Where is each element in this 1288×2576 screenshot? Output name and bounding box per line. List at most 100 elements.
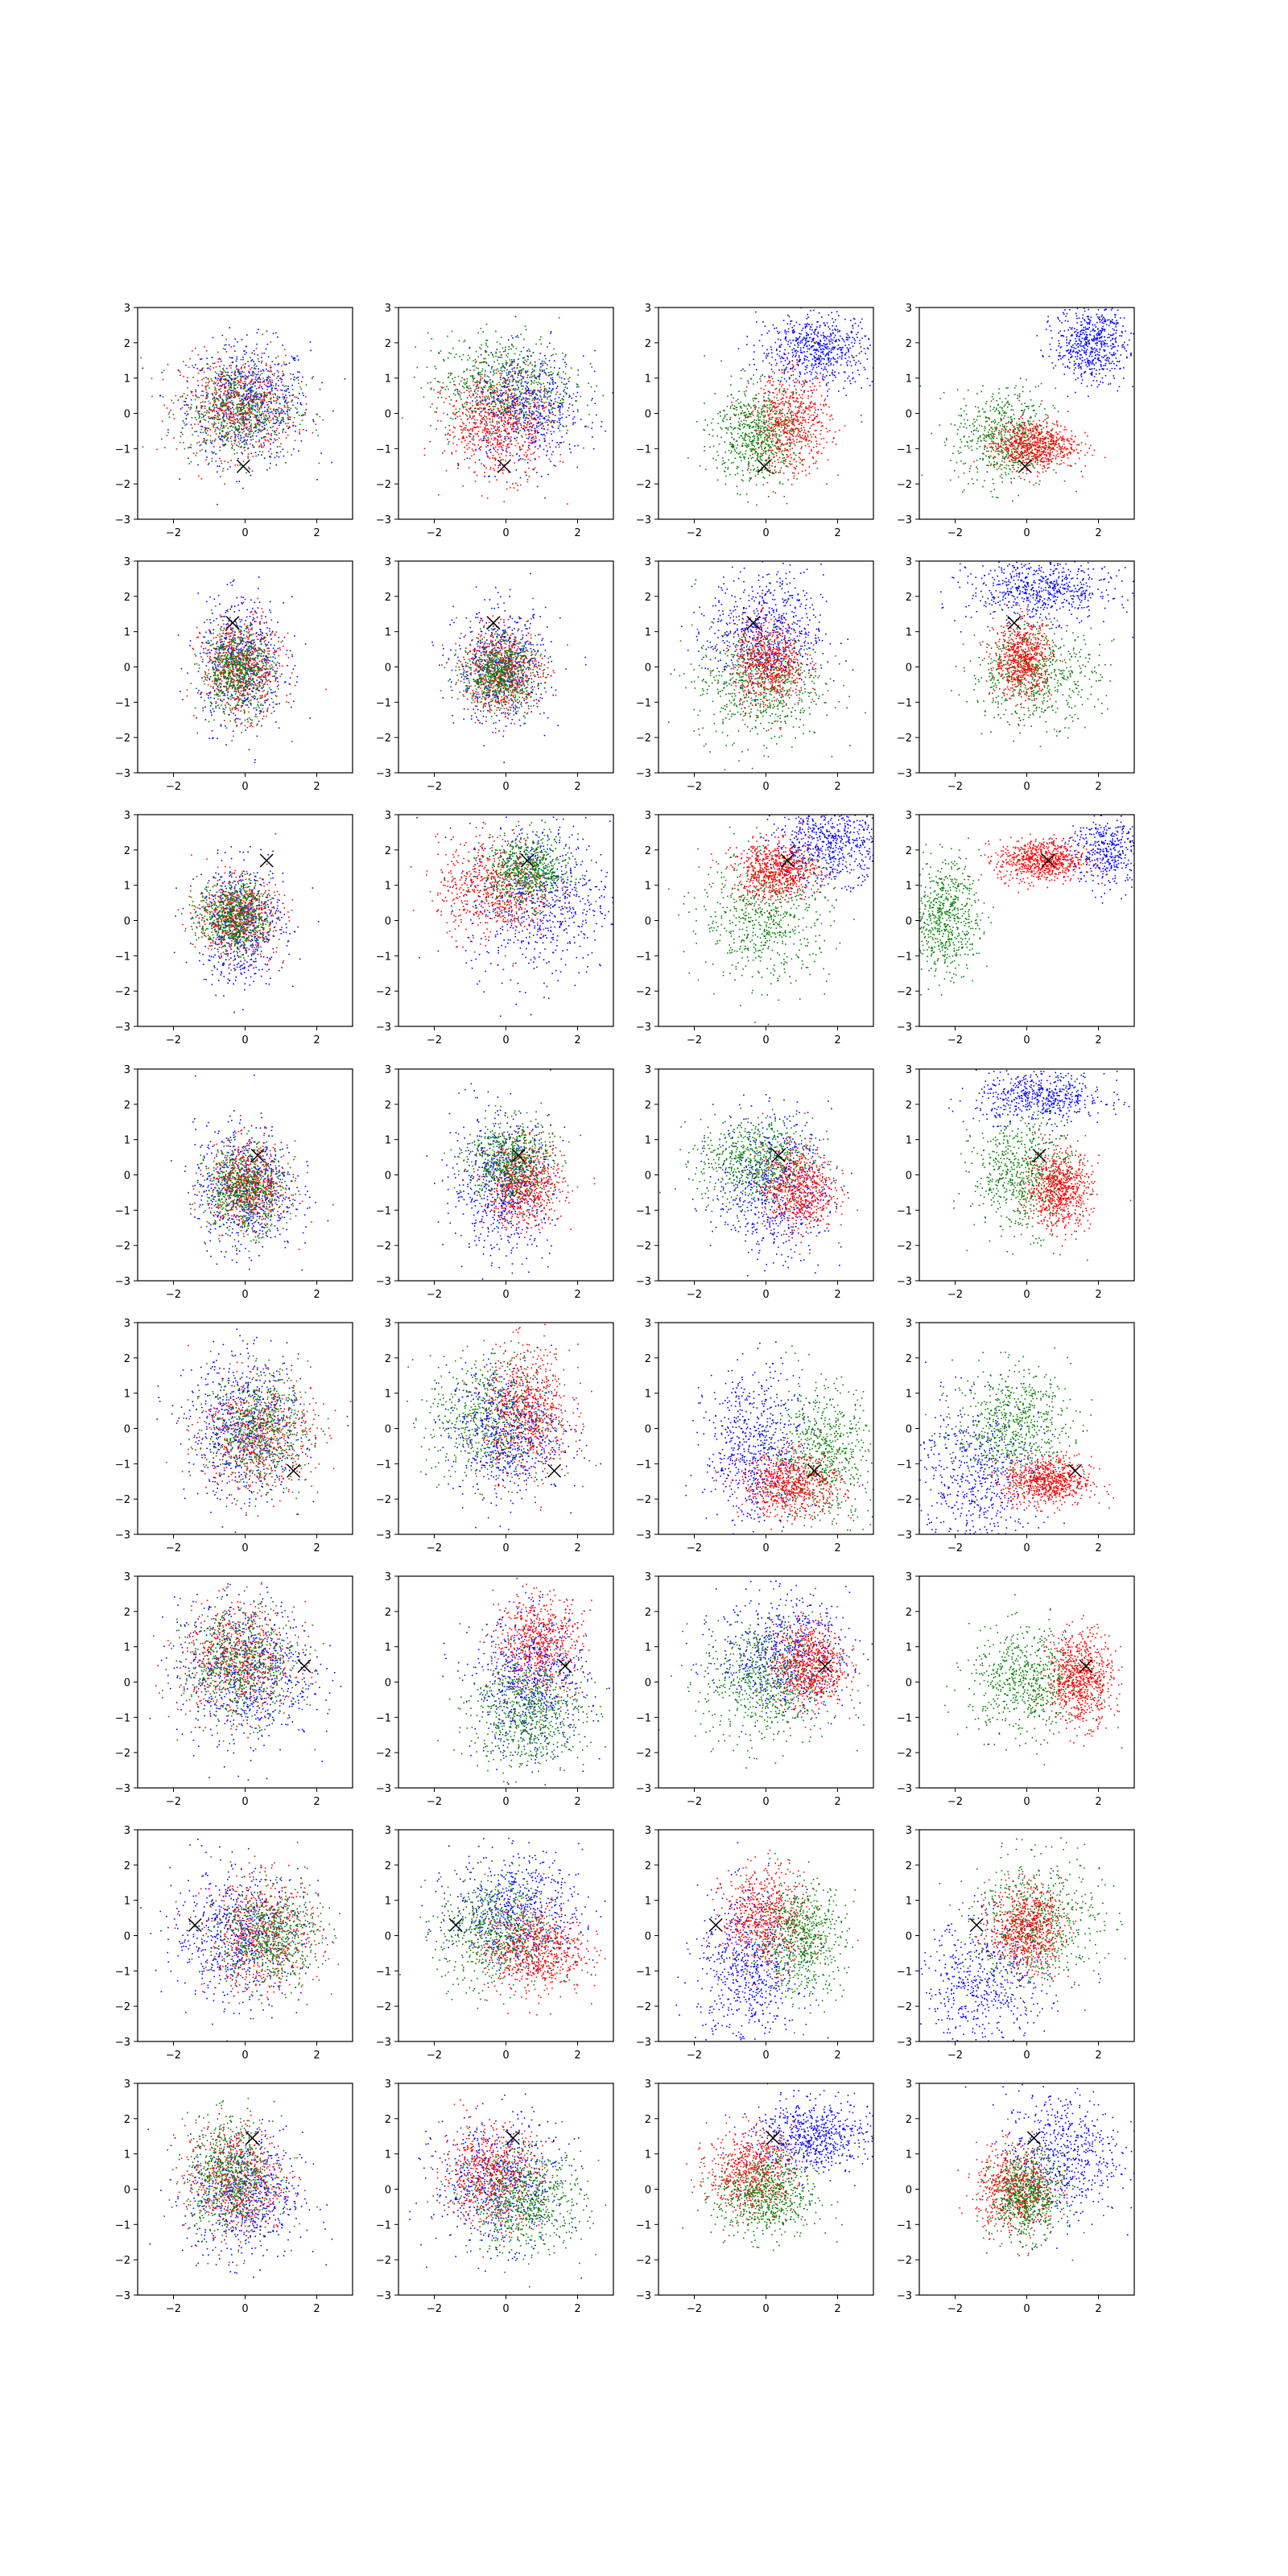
point	[313, 421, 315, 423]
point	[525, 325, 526, 327]
point	[196, 431, 198, 432]
point	[289, 410, 291, 411]
point	[514, 462, 516, 464]
point	[312, 432, 314, 434]
point	[321, 382, 323, 384]
point	[494, 401, 496, 402]
point	[475, 359, 477, 361]
point	[225, 372, 227, 374]
point	[448, 389, 449, 390]
point	[564, 441, 565, 443]
point	[832, 349, 834, 350]
point	[819, 312, 820, 314]
point	[243, 376, 245, 378]
point	[220, 394, 221, 396]
point	[249, 408, 250, 410]
point	[555, 353, 557, 355]
point	[824, 349, 825, 350]
point	[478, 357, 480, 358]
point	[214, 417, 216, 419]
point	[792, 356, 794, 357]
point	[485, 370, 486, 372]
point	[792, 364, 794, 365]
point	[232, 420, 233, 422]
point	[813, 332, 815, 333]
point	[239, 411, 241, 412]
point	[481, 440, 483, 442]
point	[543, 434, 545, 436]
point	[806, 381, 807, 382]
point	[502, 400, 504, 402]
point	[544, 355, 546, 357]
point	[506, 392, 507, 394]
point	[465, 427, 467, 429]
point	[568, 415, 570, 416]
point	[802, 460, 803, 461]
point	[258, 382, 260, 383]
point	[551, 440, 553, 442]
point	[518, 423, 520, 424]
point	[481, 345, 482, 346]
point	[229, 365, 230, 367]
point	[444, 402, 445, 403]
point	[505, 347, 506, 349]
point	[521, 372, 522, 374]
point	[250, 429, 252, 431]
point	[464, 340, 466, 341]
point	[440, 350, 442, 352]
point	[546, 416, 547, 418]
point	[549, 343, 551, 345]
point	[550, 422, 551, 423]
point	[535, 433, 536, 435]
point	[594, 350, 596, 352]
point	[489, 458, 491, 460]
point	[253, 432, 254, 434]
point	[266, 433, 268, 435]
point	[559, 460, 561, 462]
point	[484, 415, 485, 417]
point	[807, 414, 809, 415]
point	[828, 389, 830, 390]
point	[554, 464, 555, 466]
point	[267, 382, 269, 384]
point	[151, 396, 153, 398]
point	[588, 414, 590, 415]
point	[206, 410, 208, 411]
point	[822, 376, 824, 378]
point	[509, 379, 510, 381]
point	[540, 363, 542, 365]
point	[497, 444, 498, 446]
point	[815, 349, 816, 351]
point	[512, 381, 514, 382]
point	[783, 365, 785, 366]
point	[180, 442, 181, 444]
point	[242, 415, 244, 417]
point	[547, 451, 548, 452]
point	[414, 377, 415, 378]
point	[217, 428, 219, 430]
point	[224, 384, 225, 386]
point	[501, 386, 502, 387]
point	[502, 386, 504, 388]
point	[487, 431, 489, 432]
point	[184, 448, 186, 450]
point	[513, 388, 514, 390]
point	[238, 403, 240, 405]
point	[195, 390, 196, 391]
point	[543, 402, 545, 404]
point	[819, 355, 821, 357]
point	[291, 454, 293, 456]
point	[488, 437, 489, 439]
point	[291, 378, 292, 380]
point	[495, 406, 497, 407]
point	[452, 412, 454, 414]
point	[776, 455, 778, 456]
point	[283, 361, 285, 363]
point	[291, 394, 293, 396]
point	[192, 377, 194, 378]
point	[559, 425, 560, 427]
point	[499, 456, 501, 458]
point	[518, 427, 519, 429]
point	[550, 395, 551, 397]
point	[183, 361, 184, 362]
